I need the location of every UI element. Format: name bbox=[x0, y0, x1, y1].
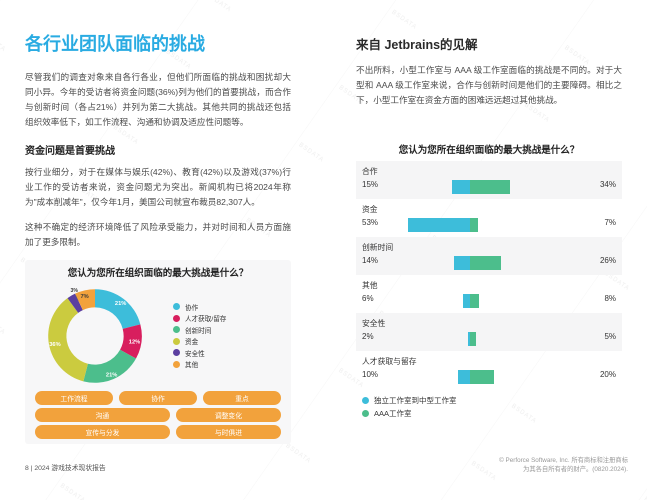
svg-text:21%: 21% bbox=[106, 373, 117, 379]
svg-text:12%: 12% bbox=[129, 340, 140, 346]
svg-text:36%: 36% bbox=[49, 342, 60, 348]
svg-text:3%: 3% bbox=[70, 288, 78, 294]
svg-text:7%: 7% bbox=[80, 294, 88, 300]
svg-text:21%: 21% bbox=[115, 301, 126, 307]
